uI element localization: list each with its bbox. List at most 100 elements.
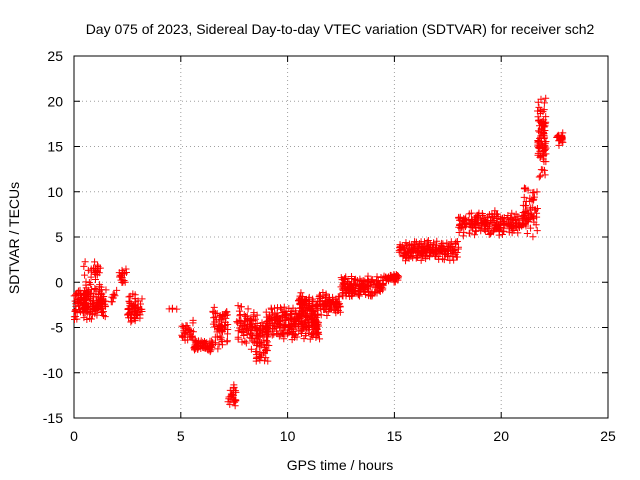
data-point: [406, 248, 414, 256]
data-point: [541, 122, 549, 130]
data-point: [382, 273, 390, 281]
data-point: [126, 298, 134, 306]
data-point: [135, 306, 143, 314]
data-point: [512, 215, 520, 223]
data-point: [310, 308, 318, 316]
data-point: [521, 207, 529, 215]
y-tick-label: -15: [43, 410, 63, 426]
data-point: [349, 280, 357, 288]
data-point: [403, 253, 411, 261]
data-point: [489, 227, 497, 235]
data-point: [80, 289, 88, 297]
data-point: [302, 332, 310, 340]
data-point: [462, 214, 470, 222]
data-point: [312, 303, 320, 311]
data-point: [300, 335, 308, 343]
data-point: [94, 302, 102, 310]
data-point: [379, 282, 387, 290]
data-point: [242, 339, 250, 347]
data-point: [290, 333, 298, 341]
data-point: [465, 229, 473, 237]
data-point: [218, 341, 226, 349]
data-point: [97, 296, 105, 304]
data-point: [288, 323, 296, 331]
data-point: [356, 275, 364, 283]
data-point: [270, 325, 278, 333]
data-point: [315, 322, 323, 330]
data-point: [419, 242, 427, 250]
y-tick-label: 15: [47, 139, 63, 155]
data-point: [507, 213, 515, 221]
y-tick-label: 25: [47, 48, 63, 64]
data-point: [399, 244, 407, 252]
data-point: [312, 332, 320, 340]
data-point: [341, 275, 349, 283]
data-point: [537, 119, 545, 127]
y-tick-label: 20: [47, 93, 63, 109]
data-point: [282, 321, 290, 329]
data-point: [416, 251, 424, 259]
data-point: [81, 271, 89, 279]
data-point: [274, 304, 282, 312]
data-point: [308, 323, 316, 331]
data-point: [134, 297, 142, 305]
data-point: [189, 316, 197, 324]
data-point: [236, 324, 244, 332]
data-point: [211, 323, 219, 331]
data-point: [529, 204, 537, 212]
x-tick-label: 10: [280, 428, 296, 444]
data-point: [347, 273, 355, 281]
data-point: [262, 308, 270, 316]
data-point: [555, 137, 563, 145]
data-point: [231, 402, 239, 410]
data-point: [300, 307, 308, 315]
y-tick-label: -10: [43, 365, 63, 381]
data-point: [527, 224, 535, 232]
data-point: [372, 280, 380, 288]
data-point: [509, 224, 517, 232]
data-point: [542, 94, 550, 102]
data-point: [396, 241, 404, 249]
data-point: [117, 272, 125, 280]
data-point: [252, 348, 260, 356]
data-point: [334, 304, 342, 312]
data-point: [314, 311, 322, 319]
data-point: [221, 318, 229, 326]
data-point: [238, 328, 246, 336]
data-point: [324, 298, 332, 306]
data-point: [475, 223, 483, 231]
data-point: [71, 316, 79, 324]
data-point: [536, 110, 544, 118]
data-point: [255, 340, 263, 348]
data-point: [291, 307, 299, 315]
x-tick-label: 0: [70, 428, 78, 444]
data-point: [239, 329, 247, 337]
data-point: [99, 311, 107, 319]
data-point: [304, 326, 312, 334]
data-point: [303, 313, 311, 321]
data-point: [297, 310, 305, 318]
data-point: [535, 144, 543, 152]
data-point: [233, 318, 241, 326]
data-point: [250, 311, 258, 319]
data-point: [559, 129, 567, 137]
data-point: [500, 214, 508, 222]
data-point: [279, 317, 287, 325]
data-point: [78, 304, 86, 312]
data-point: [215, 313, 223, 321]
data-point: [226, 400, 234, 408]
data-point: [181, 336, 189, 344]
data-point: [225, 395, 233, 403]
data-point: [241, 317, 249, 325]
data-point: [131, 310, 139, 318]
data-point: [529, 233, 537, 241]
data-point: [222, 312, 230, 320]
data-point: [454, 243, 462, 251]
data-point: [72, 300, 80, 308]
data-point: [280, 335, 288, 343]
data-point: [113, 286, 121, 294]
chart-title: Day 075 of 2023, Sidereal Day-to-day VTE…: [86, 21, 595, 37]
data-point: [311, 311, 319, 319]
data-point: [231, 396, 239, 404]
